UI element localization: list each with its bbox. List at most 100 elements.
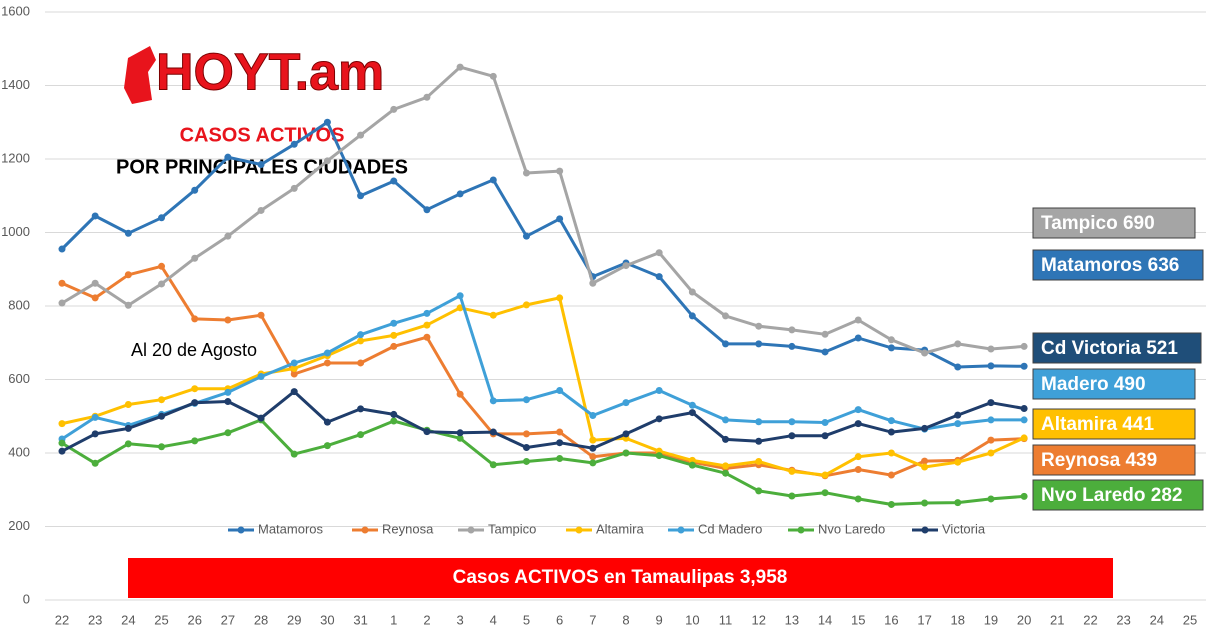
point	[124, 301, 132, 309]
point	[456, 429, 464, 437]
point	[58, 447, 66, 455]
point	[191, 254, 199, 262]
point	[755, 322, 763, 330]
logo-map	[124, 46, 156, 104]
x-tick-label: 25	[1183, 612, 1197, 627]
point	[323, 349, 331, 357]
point	[390, 410, 398, 418]
legend-marker	[575, 526, 583, 534]
point	[722, 462, 730, 470]
point	[854, 453, 862, 461]
point	[390, 331, 398, 339]
point	[290, 359, 298, 367]
point	[158, 214, 166, 222]
point	[921, 499, 929, 507]
point	[887, 500, 895, 508]
callout-label: Nvo Laredo 282	[1041, 485, 1183, 506]
point	[357, 431, 365, 439]
point	[556, 439, 564, 447]
point	[589, 412, 597, 420]
callout-box	[1032, 332, 1202, 364]
legend-label: Nvo Laredo	[818, 521, 885, 536]
x-tick-label: 4	[490, 612, 497, 627]
point	[954, 458, 962, 466]
point	[688, 312, 696, 320]
point	[257, 373, 265, 381]
point	[423, 309, 431, 317]
y-tick-label: 1600	[1, 3, 30, 18]
point	[390, 342, 398, 350]
point	[489, 461, 497, 469]
point	[91, 413, 99, 421]
point	[124, 229, 132, 237]
x-tick-label: 13	[785, 612, 799, 627]
x-tick-label: 16	[884, 612, 898, 627]
point	[1020, 362, 1028, 370]
point	[622, 430, 630, 438]
point	[257, 206, 265, 214]
point	[589, 459, 597, 467]
point	[755, 340, 763, 348]
point	[224, 398, 232, 406]
point	[854, 495, 862, 503]
point	[788, 418, 796, 426]
point	[854, 420, 862, 428]
point	[58, 420, 66, 428]
point	[887, 344, 895, 352]
point	[1020, 416, 1028, 424]
callout-label: Altamira 441	[1041, 414, 1154, 435]
point	[290, 184, 298, 192]
point	[224, 232, 232, 240]
point	[688, 409, 696, 417]
callout-box	[1032, 249, 1204, 281]
point	[887, 471, 895, 479]
point	[91, 212, 99, 220]
y-tick-label: 800	[8, 297, 30, 312]
legend-marker	[467, 526, 475, 534]
point	[954, 499, 962, 507]
point	[58, 299, 66, 307]
point	[854, 406, 862, 414]
x-tick-label: 31	[353, 612, 367, 627]
y-tick-label: 1000	[1, 224, 30, 239]
point	[954, 340, 962, 348]
point	[323, 359, 331, 367]
point	[390, 417, 398, 425]
point	[423, 333, 431, 341]
point	[987, 436, 995, 444]
callout-label: Reynosa 439	[1041, 450, 1157, 471]
point	[688, 401, 696, 409]
point	[854, 334, 862, 342]
x-tick-label: 20	[1017, 612, 1031, 627]
point	[854, 466, 862, 474]
x-tick-label: 14	[818, 612, 832, 627]
logo: HOYT.am	[156, 44, 384, 102]
point	[688, 288, 696, 296]
x-tick-label: 23	[1116, 612, 1130, 627]
y-tick-label: 200	[8, 518, 30, 533]
point	[821, 348, 829, 356]
point	[124, 440, 132, 448]
callout-label: Tampico 690	[1041, 213, 1155, 234]
point	[257, 161, 265, 169]
point	[987, 416, 995, 424]
point	[58, 279, 66, 287]
point	[390, 177, 398, 185]
y-tick-label: 600	[8, 371, 30, 386]
point	[290, 388, 298, 396]
x-tick-label: 3	[457, 612, 464, 627]
banner: Casos ACTIVOS en Tamaulipas 3,958	[453, 567, 788, 588]
point	[290, 450, 298, 458]
x-tick-label: 10	[685, 612, 699, 627]
point	[622, 262, 630, 270]
y-tick-label: 400	[8, 444, 30, 459]
legend-marker	[237, 526, 245, 534]
point	[58, 439, 66, 447]
series-line	[61, 294, 1025, 441]
date-note: Al 20 de Agosto	[131, 340, 257, 360]
point	[821, 330, 829, 338]
point	[622, 399, 630, 407]
x-tick-label: 11	[719, 612, 733, 627]
x-tick-label: 6	[556, 612, 563, 627]
